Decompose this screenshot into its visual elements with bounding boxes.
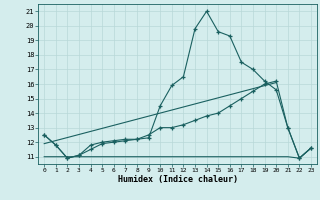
X-axis label: Humidex (Indice chaleur): Humidex (Indice chaleur) [118, 175, 238, 184]
